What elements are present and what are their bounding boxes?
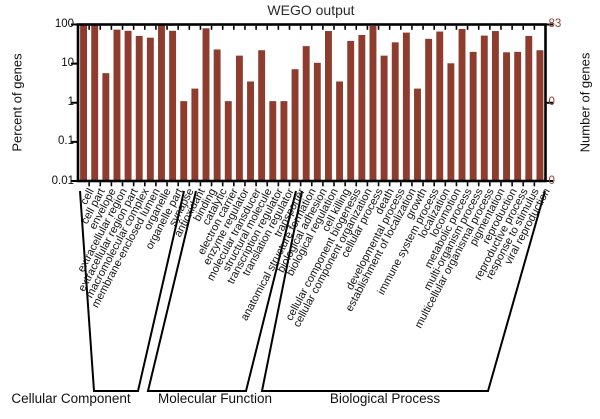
bar [80,24,88,181]
bar [525,35,533,181]
group-bracket [79,190,185,392]
bar [402,32,410,181]
bar [224,101,232,181]
plot-border [76,23,547,183]
bar [425,38,433,181]
bar [491,31,499,181]
left-axis-title: Percent of genes [9,53,25,152]
bar [269,101,277,181]
bar [258,50,266,181]
bar [369,25,377,181]
bar [180,101,188,181]
bar [213,49,221,181]
bar [280,101,288,181]
chart-title: WEGO output [267,2,355,18]
y-tick-label-left: 10 [61,57,74,70]
y-tick-label-right: 83 [548,18,562,30]
y-tick-label-right: 0 [548,96,555,109]
right-axis-title: Number of genes [577,52,593,153]
bar [514,51,522,181]
bar [469,51,477,181]
bar [91,24,99,181]
bar [202,28,210,181]
bar [447,63,455,181]
bar [458,28,466,181]
bar [135,35,143,181]
y-tick-label-left: 100 [54,18,74,30]
bar [313,62,321,181]
bar [113,29,121,181]
y-tick-label-left: 0.1 [58,135,74,148]
bar [358,34,366,181]
group-label: Molecular Function [157,391,273,406]
bar [102,73,110,181]
y-tick-label-left: 1 [67,96,74,109]
bar [169,30,177,181]
bar [191,88,199,181]
bar [146,37,154,181]
bar [302,46,310,181]
bar [503,52,510,181]
bar [436,31,444,181]
group-label: Biological Process [329,391,441,406]
bar [336,81,344,181]
y-tick-label-left: 0.01 [51,174,74,187]
group-bracket [260,190,546,392]
bar [480,35,488,181]
group-bracket [146,190,297,392]
bar [291,69,299,181]
bar [380,55,388,181]
y-tick-label-right: 0 [548,174,555,187]
bar [158,24,165,181]
bar [347,40,355,181]
bar [124,30,132,181]
bar [235,55,243,181]
bar [414,88,421,181]
bar [247,81,254,181]
bar [325,31,332,181]
bar [536,50,544,181]
group-label: Cellular Component [11,391,131,406]
bar [391,42,399,181]
